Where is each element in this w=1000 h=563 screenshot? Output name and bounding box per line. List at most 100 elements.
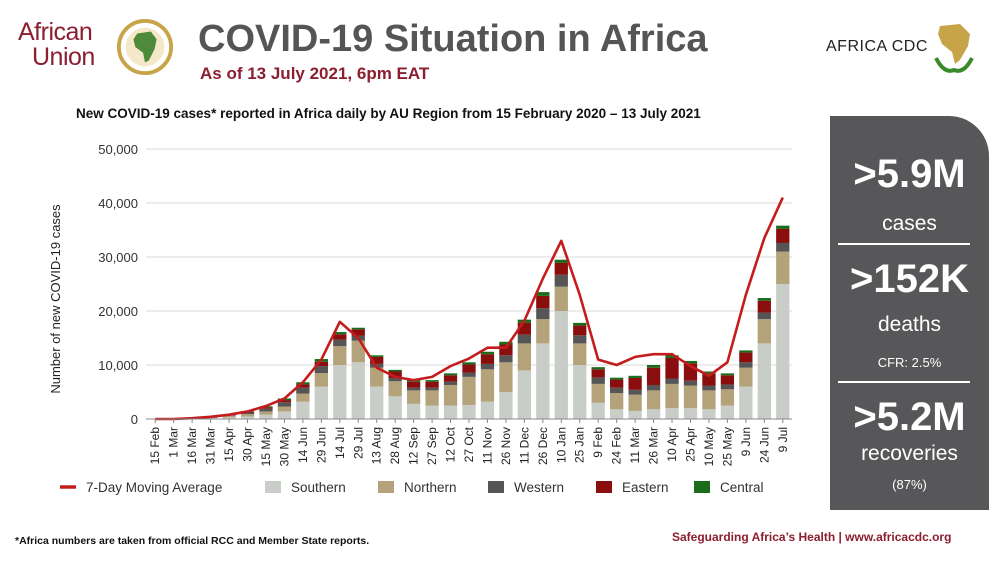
bar-central bbox=[573, 322, 587, 326]
bar-western bbox=[628, 389, 642, 395]
bar-southern bbox=[646, 409, 661, 419]
bar-northern bbox=[610, 393, 624, 410]
chart-legend: 7-Day Moving Average Southern Northern West… bbox=[60, 480, 764, 495]
bar-northern bbox=[646, 390, 661, 410]
bar-western bbox=[296, 387, 310, 394]
bar-eastern bbox=[536, 295, 550, 309]
bar-northern bbox=[259, 411, 273, 415]
x-tick-label: 15 Feb bbox=[148, 427, 162, 465]
bar-eastern bbox=[702, 373, 716, 386]
bar-northern bbox=[591, 383, 605, 403]
x-tick-label: 31 Mar bbox=[204, 427, 218, 464]
y-tick-label: 20,000 bbox=[98, 304, 138, 319]
bar-northern bbox=[222, 415, 236, 418]
bar-central bbox=[776, 225, 790, 229]
bar-eastern bbox=[314, 361, 328, 367]
bar-western bbox=[517, 334, 532, 344]
bar-eastern bbox=[591, 369, 605, 378]
bar-southern bbox=[757, 343, 771, 419]
deaths-value: >152K bbox=[850, 257, 969, 301]
bar-northern bbox=[351, 340, 365, 363]
stats-panel: >5.9M cases >152K deaths CFR: 2.5% >5.2M… bbox=[830, 116, 989, 510]
legend-swatch bbox=[265, 481, 281, 493]
africa-cdc-logo: AFRICA CDC bbox=[826, 20, 976, 80]
bar-southern bbox=[665, 408, 679, 419]
bar-western bbox=[739, 362, 753, 368]
y-axis-label: Number of new COVID-19 cases bbox=[48, 204, 63, 394]
bar-southern bbox=[370, 386, 384, 419]
cases-label: cases bbox=[882, 212, 937, 235]
bar-northern bbox=[370, 367, 384, 387]
y-tick-label: 40,000 bbox=[98, 196, 138, 211]
bar-eastern bbox=[554, 262, 568, 275]
bar-northern bbox=[499, 362, 513, 392]
bar-central bbox=[683, 360, 698, 364]
bar-northern bbox=[776, 251, 790, 284]
bar-southern bbox=[314, 386, 328, 419]
bar-western bbox=[591, 377, 605, 384]
legend-item: Northern bbox=[378, 480, 457, 495]
legend-item: Eastern bbox=[596, 480, 669, 495]
legend-label: Western bbox=[514, 480, 564, 495]
bar-eastern bbox=[739, 352, 753, 363]
bar-southern bbox=[536, 343, 550, 419]
legend-label: Central bbox=[720, 480, 764, 495]
bar-central bbox=[720, 373, 735, 376]
bar-northern bbox=[462, 376, 476, 405]
x-tick-label: 15 May bbox=[259, 427, 273, 466]
bar-eastern bbox=[462, 364, 476, 373]
bar-eastern bbox=[333, 334, 347, 340]
bar-northern bbox=[277, 406, 292, 412]
bar-southern bbox=[480, 401, 495, 419]
x-tick-label: 24 Jun bbox=[757, 427, 771, 463]
bar-eastern bbox=[499, 344, 513, 356]
bar-western bbox=[333, 339, 347, 347]
bar-eastern bbox=[259, 407, 273, 409]
cases-value: >5.9M bbox=[853, 152, 966, 196]
bar-central bbox=[351, 327, 365, 330]
y-tick-label: 50,000 bbox=[98, 142, 138, 157]
cfr-value: CFR: 2.5% bbox=[877, 355, 942, 370]
bar-northern bbox=[628, 394, 642, 411]
bar-western bbox=[665, 378, 679, 384]
x-tick-label: 30 Apr bbox=[241, 427, 255, 462]
bar-southern bbox=[222, 417, 236, 419]
page-title: COVID-19 Situation in Africa bbox=[198, 18, 708, 60]
bar-southern bbox=[296, 401, 310, 419]
bar-southern bbox=[517, 370, 532, 419]
bar-northern bbox=[720, 389, 735, 406]
bar-southern bbox=[591, 402, 605, 419]
bar-eastern bbox=[628, 377, 642, 390]
bar-northern bbox=[314, 373, 328, 387]
bar-central bbox=[554, 259, 568, 263]
bar-southern bbox=[259, 414, 273, 419]
bar-central bbox=[646, 365, 661, 368]
bar-eastern bbox=[776, 228, 790, 243]
legend-swatch bbox=[694, 481, 710, 493]
bar-western bbox=[646, 384, 661, 391]
bar-southern bbox=[499, 392, 513, 419]
org-line2: Union bbox=[32, 43, 95, 71]
recoveries-value: >5.2M bbox=[853, 395, 966, 439]
legend-swatch bbox=[596, 481, 612, 493]
legend-swatch bbox=[488, 481, 504, 493]
bar-central bbox=[536, 292, 550, 296]
bar-western bbox=[406, 387, 421, 391]
bar-central bbox=[462, 362, 476, 365]
bar-southern bbox=[776, 284, 790, 419]
bar-northern bbox=[406, 390, 421, 404]
legend-item: 7-Day Moving Average bbox=[60, 480, 222, 495]
bar-eastern bbox=[573, 325, 587, 336]
x-tick-label: 1 Mar bbox=[167, 427, 181, 458]
bar-southern bbox=[462, 404, 476, 419]
bar-southern bbox=[406, 403, 421, 419]
bar-southern bbox=[351, 362, 365, 419]
x-tick-label: 10 May bbox=[702, 427, 716, 466]
bar-central bbox=[702, 371, 716, 374]
bar-southern bbox=[628, 410, 642, 419]
bar-eastern bbox=[388, 371, 402, 378]
bar-western bbox=[314, 366, 328, 374]
bar-eastern bbox=[517, 322, 532, 335]
x-tick-label: 25 Jan bbox=[573, 427, 587, 463]
covid-stacked-bar-chart: 0 10,000 20,000 30,000 40,000 50,000 Number of… bbox=[48, 142, 792, 495]
